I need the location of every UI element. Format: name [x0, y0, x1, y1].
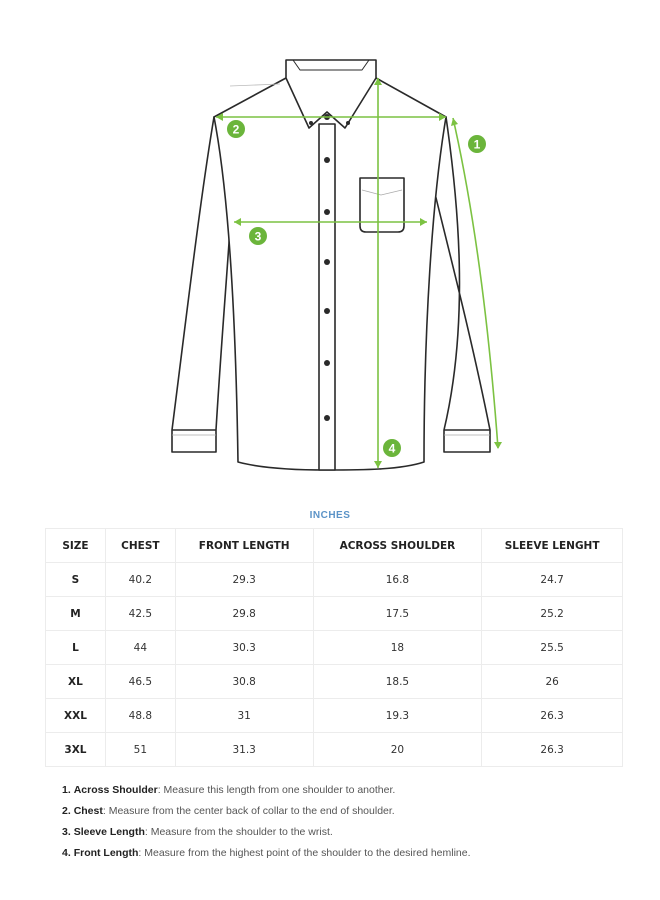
measurement-cell: 44	[104, 630, 176, 665]
note-text: : Measure from the center back of collar…	[102, 805, 395, 817]
note-num: 4.	[62, 847, 71, 859]
marker-4: 4	[389, 442, 396, 456]
measurement-cell: 51	[104, 732, 176, 767]
shirt-diagram: 1 2 3 4	[171, 59, 502, 471]
size-cell: L	[45, 630, 106, 665]
measurement-cell: 24.7	[481, 562, 623, 597]
marker-1: 1	[474, 138, 481, 152]
measurement-cell: 31	[174, 698, 314, 733]
column-header: ACROSS SHOULDER	[312, 528, 483, 563]
note-item: 4. Front Length: Measure from the highes…	[62, 843, 471, 864]
measurement-cell: 46.5	[104, 664, 176, 699]
note-num: 2.	[62, 805, 71, 817]
measurement-cell: 31.3	[174, 732, 314, 767]
measurement-lines	[216, 78, 499, 468]
shirt-buttons	[309, 114, 350, 421]
column-header: SLEEVE LENGHT	[481, 528, 623, 563]
measurement-markers: 1 2 3 4	[227, 120, 486, 457]
table-row: XXL 48.8 31 19.3 26.3	[45, 698, 623, 733]
note-item: 2. Chest: Measure from the center back o…	[62, 801, 471, 822]
table-row: S 40.2 29.3 16.8 24.7	[45, 562, 623, 597]
note-item: 1. Across Shoulder: Measure this length …	[62, 780, 471, 801]
marker-3: 3	[255, 230, 262, 244]
note-text: : Measure this length from one shoulder …	[157, 784, 396, 796]
size-table: SIZE CHEST FRONT LENGTH ACROSS SHOULDER SLEE…	[45, 528, 623, 767]
note-num: 1.	[62, 784, 71, 796]
measurement-cell: 25.5	[481, 630, 623, 665]
measurement-cell: 30.8	[174, 664, 314, 699]
arrowheads	[216, 78, 502, 468]
measurement-cell: 20	[312, 732, 483, 767]
marker-2: 2	[233, 123, 240, 137]
shirt-outline	[171, 59, 491, 471]
table-row: XL 46.5 30.8 18.5 26	[45, 664, 623, 699]
column-header: SIZE	[45, 528, 106, 563]
note-term: Sleeve Length	[73, 826, 145, 838]
measurement-cell: 26.3	[481, 698, 623, 733]
note-term: Front Length	[73, 847, 139, 859]
measurement-cell: 18.5	[312, 664, 483, 699]
measurement-cell: 42.5	[104, 596, 176, 631]
size-cell: XL	[45, 664, 106, 699]
size-cell: S	[45, 562, 106, 597]
measurement-notes: 1. Across Shoulder: Measure this length …	[62, 780, 471, 864]
table-row: M 42.5 29.8 17.5 25.2	[45, 596, 623, 631]
note-text: : Measure from the shoulder to the wrist…	[144, 826, 333, 838]
measurement-cell: 26.3	[481, 732, 623, 767]
note-item: 3. Sleeve Length: Measure from the shoul…	[62, 822, 471, 843]
measurement-cell: 18	[312, 630, 483, 665]
measurement-cell: 19.3	[312, 698, 483, 733]
measurement-cell: 40.2	[104, 562, 176, 597]
size-cell: 3XL	[45, 732, 106, 767]
size-cell: M	[45, 596, 106, 631]
size-cell: XXL	[45, 698, 106, 733]
measurement-cell: 29.3	[174, 562, 314, 597]
unit-label: INCHES	[309, 510, 351, 521]
note-term: Across Shoulder	[73, 784, 158, 796]
measurement-cell: 48.8	[104, 698, 176, 733]
sleeve-length-line	[452, 117, 499, 449]
measurement-cell: 17.5	[312, 596, 483, 631]
table-header-row: SIZE CHEST FRONT LENGTH ACROSS SHOULDER SLEE…	[45, 528, 623, 563]
measurement-cell: 26	[481, 664, 623, 699]
note-term: Chest	[73, 805, 103, 817]
measurement-cell: 16.8	[312, 562, 483, 597]
measurement-cell: 30.3	[174, 630, 314, 665]
table-row: 3XL 51 31.3 20 26.3	[45, 732, 623, 767]
measurement-cell: 25.2	[481, 596, 623, 631]
column-header: FRONT LENGTH	[174, 528, 314, 563]
note-num: 3.	[62, 826, 71, 838]
note-text: : Measure from the highest point of the …	[138, 847, 471, 859]
measurement-cell: 29.8	[174, 596, 314, 631]
column-header: CHEST	[104, 528, 176, 563]
table-row: L 44 30.3 18 25.5	[45, 630, 623, 665]
